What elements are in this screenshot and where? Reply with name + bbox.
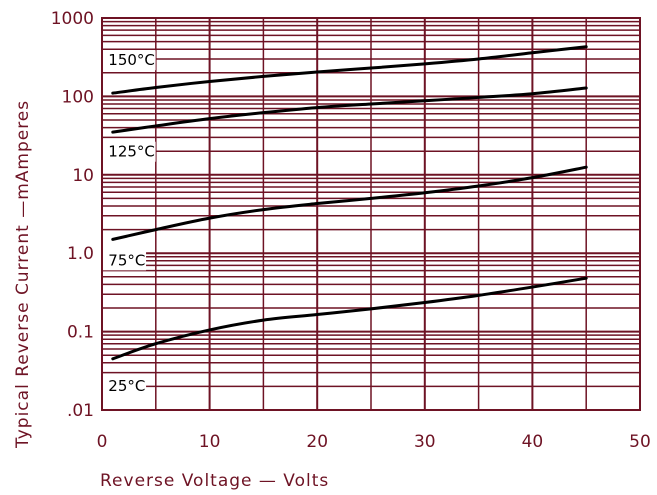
series-label: 125°C xyxy=(108,143,155,161)
series-labels: 150°C 125°C 75°C 25°C xyxy=(108,51,155,395)
y-tick-label: 0.1 xyxy=(67,323,94,343)
x-tick-label: 40 xyxy=(522,432,544,452)
y-tick-label: 1.0 xyxy=(67,244,94,264)
series-line-3 xyxy=(111,276,588,361)
series-label-background xyxy=(103,141,156,162)
series-label-backgrounds xyxy=(103,50,156,396)
grid xyxy=(101,17,641,411)
series-label: 25°C xyxy=(108,377,145,395)
x-tick-label: 10 xyxy=(199,432,221,452)
series-label-background xyxy=(103,50,156,71)
y-tick-label: 1000 xyxy=(51,9,94,29)
series-line-1 xyxy=(111,86,588,134)
series-label: 150°C xyxy=(108,51,155,69)
series-label: 75°C xyxy=(108,251,145,269)
y-tick-label: 10 xyxy=(72,166,94,186)
plot-frame xyxy=(101,17,641,411)
series-lines xyxy=(111,45,588,361)
series-line-2 xyxy=(111,165,588,241)
series-line-0 xyxy=(111,45,588,95)
x-tick-labels: 0 10 20 30 40 50 xyxy=(97,432,651,452)
x-tick-label: 50 xyxy=(629,432,651,452)
series-label-background xyxy=(103,250,147,271)
x-axis-label: Reverse Voltage — Volts xyxy=(100,471,329,491)
y-axis-label: Typical Reverse Current —mAmperes xyxy=(13,100,33,449)
x-tick-label: 20 xyxy=(306,432,328,452)
x-tick-label: 0 xyxy=(97,432,108,452)
x-tick-label: 30 xyxy=(414,432,436,452)
y-tick-label: .01 xyxy=(67,401,94,421)
y-tick-label: 100 xyxy=(62,87,94,107)
series-label-background xyxy=(103,375,147,396)
y-tick-labels: 1000 100 10 1.0 0.1 .01 xyxy=(51,9,94,421)
